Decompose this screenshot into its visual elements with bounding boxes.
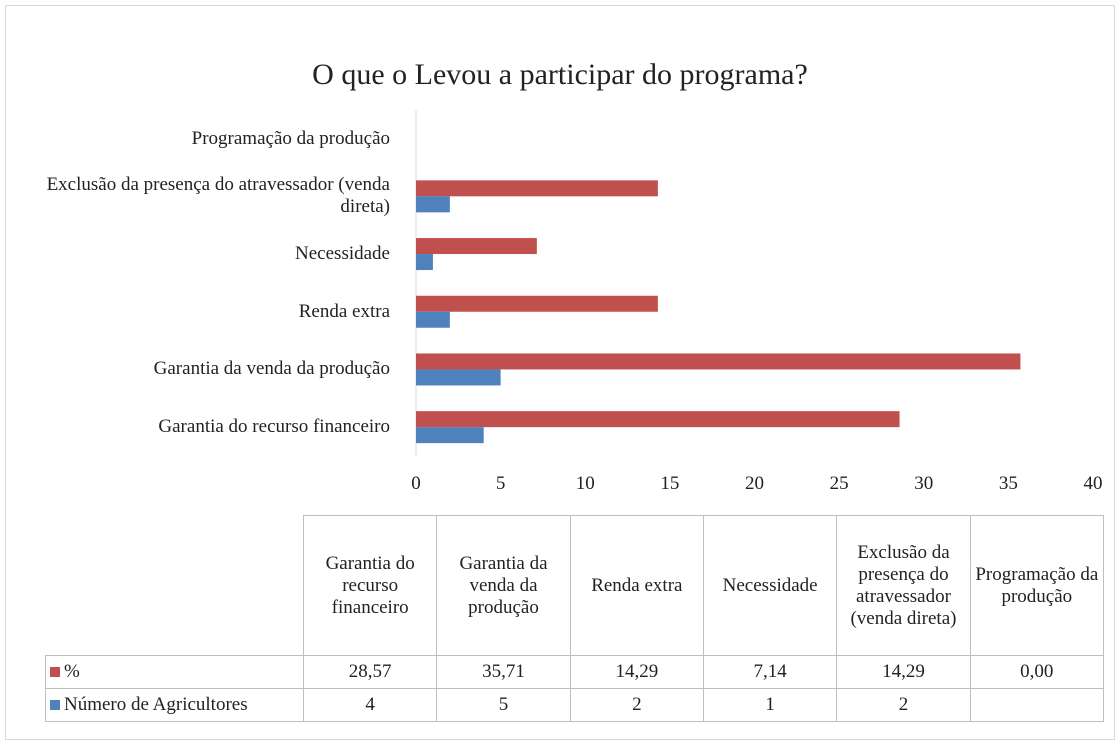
x-tick-label: 35 (998, 473, 1018, 494)
x-tick-label: 15 (660, 473, 680, 494)
table-value-cell: 2 (569, 688, 704, 722)
legend-key (50, 700, 60, 710)
table-header-cell: Exclusão da presença do atravessador (ve… (836, 515, 971, 656)
table-value-cell: 7,14 (702, 655, 838, 689)
table-header-cell: Garantia do recurso financeiro (303, 515, 438, 656)
table-header-cell: Programação da produção (969, 515, 1104, 656)
chart-border (5, 5, 1115, 740)
table-value-cell: 0,00 (969, 655, 1104, 689)
bar (416, 311, 450, 328)
table-header-cell: Necessidade (702, 515, 838, 656)
bar (416, 180, 658, 197)
bar (416, 369, 501, 386)
y-tick-label: Exclusão da presença do atravessador (ve… (46, 174, 390, 218)
bar (416, 196, 450, 213)
bar (416, 254, 433, 271)
legend-key (50, 667, 60, 677)
bar (416, 353, 1021, 370)
table-header-cell: Garantia da venda da produção (436, 515, 571, 656)
table-header-cell: Renda extra (569, 515, 704, 656)
legend-label: Número de Agricultores (64, 694, 248, 715)
bar (416, 411, 900, 428)
x-tick-label: 25 (829, 473, 849, 494)
table-value-cell: 2 (836, 688, 971, 722)
x-tick-label: 40 (1083, 473, 1103, 494)
y-tick-label: Renda extra (298, 300, 390, 322)
legend-entry: % (45, 655, 304, 689)
bar (416, 295, 658, 312)
table-value-cell: 14,29 (836, 655, 971, 689)
y-tick-label: Garantia da venda da produção (153, 358, 390, 380)
y-tick-label: Programação da produção (191, 127, 390, 149)
table-value-cell: 4 (303, 688, 438, 722)
chart-title: O que o Levou a participar do programa? (312, 58, 808, 91)
table-value-cell: 35,71 (436, 655, 571, 689)
table-value-cell: 28,57 (303, 655, 438, 689)
bar (416, 427, 484, 444)
x-tick-label: 10 (575, 473, 595, 494)
table-value-cell (969, 688, 1104, 722)
legend-entry: Número de Agricultores (45, 688, 304, 722)
x-tick-label: 5 (495, 473, 506, 494)
legend-label: % (64, 661, 80, 682)
table-value-cell: 14,29 (569, 655, 704, 689)
x-tick-label: 20 (745, 473, 764, 494)
table-value-cell: 1 (702, 688, 838, 722)
y-tick-label: Necessidade (295, 243, 390, 265)
y-tick-label: Garantia do recurso financeiro (158, 416, 390, 438)
table-value-cell: 5 (436, 688, 571, 722)
x-tick-label: 30 (914, 473, 934, 494)
bar (416, 238, 537, 255)
x-tick-label: 0 (411, 473, 421, 494)
